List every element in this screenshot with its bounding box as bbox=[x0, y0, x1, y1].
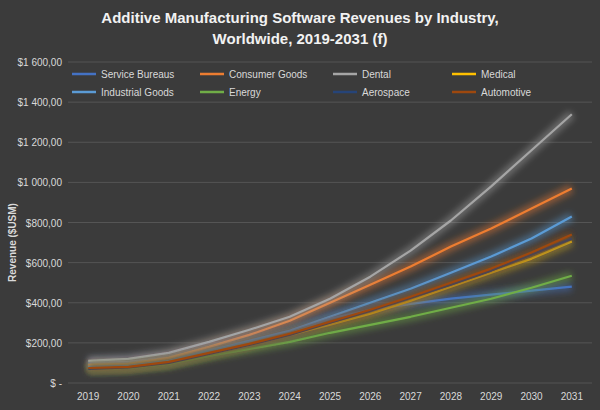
legend-swatch bbox=[333, 91, 357, 94]
series-line bbox=[88, 235, 572, 369]
legend-label: Dental bbox=[362, 69, 391, 80]
legend-label: Industrial Goods bbox=[101, 87, 174, 98]
x-tick-label: 2025 bbox=[319, 391, 342, 402]
grid-line bbox=[68, 142, 592, 143]
y-tick-label: $ - bbox=[50, 378, 62, 389]
legend-swatch bbox=[72, 73, 96, 76]
grid-line bbox=[68, 62, 592, 63]
y-tick-label: $400,00 bbox=[26, 298, 63, 309]
y-tick-label: $1 000,00 bbox=[18, 177, 63, 188]
grid-line bbox=[68, 383, 592, 384]
grid-line bbox=[68, 182, 592, 183]
legend-label: Aerospace bbox=[362, 87, 410, 98]
y-tick-label: $600,00 bbox=[26, 258, 63, 269]
chart-svg: Additive Manufacturing Software Revenues… bbox=[0, 0, 600, 410]
y-tick-label: $1 200,00 bbox=[18, 137, 63, 148]
legend-swatch bbox=[72, 91, 96, 94]
y-tick-label: $800,00 bbox=[26, 218, 63, 229]
x-tick-label: 2028 bbox=[440, 391, 463, 402]
x-tick-label: 2023 bbox=[238, 391, 261, 402]
x-tick-label: 2022 bbox=[198, 391, 221, 402]
legend-label: Medical bbox=[481, 69, 515, 80]
background bbox=[0, 0, 600, 410]
line-glow bbox=[88, 235, 572, 369]
title-line: Worldwide, 2019-2031 (f) bbox=[213, 30, 388, 47]
x-tick-label: 2020 bbox=[117, 391, 140, 402]
y-tick-label: $200,00 bbox=[26, 338, 63, 349]
legend-swatch bbox=[333, 73, 357, 76]
line-glow bbox=[88, 188, 572, 365]
y-axis-label: Revenue ($USM) bbox=[7, 203, 18, 282]
title-line: Additive Manufacturing Software Revenues… bbox=[101, 9, 498, 26]
x-tick-label: 2030 bbox=[520, 391, 543, 402]
series-line bbox=[88, 239, 572, 370]
x-tick-label: 2021 bbox=[158, 391, 181, 402]
series-line bbox=[88, 188, 572, 365]
grid-line bbox=[68, 342, 592, 343]
x-tick-label: 2027 bbox=[399, 391, 422, 402]
legend-swatch bbox=[452, 73, 476, 76]
legend-label: Energy bbox=[229, 87, 261, 98]
line-glow bbox=[88, 239, 572, 370]
x-tick-label: 2031 bbox=[561, 391, 584, 402]
line-glow bbox=[88, 217, 572, 367]
x-tick-label: 2019 bbox=[77, 391, 100, 402]
series-line bbox=[88, 217, 572, 367]
chart-container: Additive Manufacturing Software Revenues… bbox=[0, 0, 600, 410]
grid-line bbox=[68, 102, 592, 103]
x-tick-label: 2029 bbox=[480, 391, 503, 402]
y-tick-label: $1 600,00 bbox=[18, 57, 63, 68]
x-tick-label: 2026 bbox=[359, 391, 382, 402]
legend-label: Consumer Goods bbox=[229, 69, 307, 80]
legend-label: Service Bureaus bbox=[101, 69, 174, 80]
legend-swatch bbox=[200, 91, 224, 94]
legend-swatch bbox=[452, 91, 476, 94]
legend-label: Automotive bbox=[481, 87, 531, 98]
y-tick-label: $1 400,00 bbox=[18, 97, 63, 108]
plot-lines bbox=[88, 114, 572, 369]
x-tick-label: 2024 bbox=[279, 391, 302, 402]
legend-swatch bbox=[200, 73, 224, 76]
chart-title: Additive Manufacturing Software Revenues… bbox=[101, 9, 498, 47]
